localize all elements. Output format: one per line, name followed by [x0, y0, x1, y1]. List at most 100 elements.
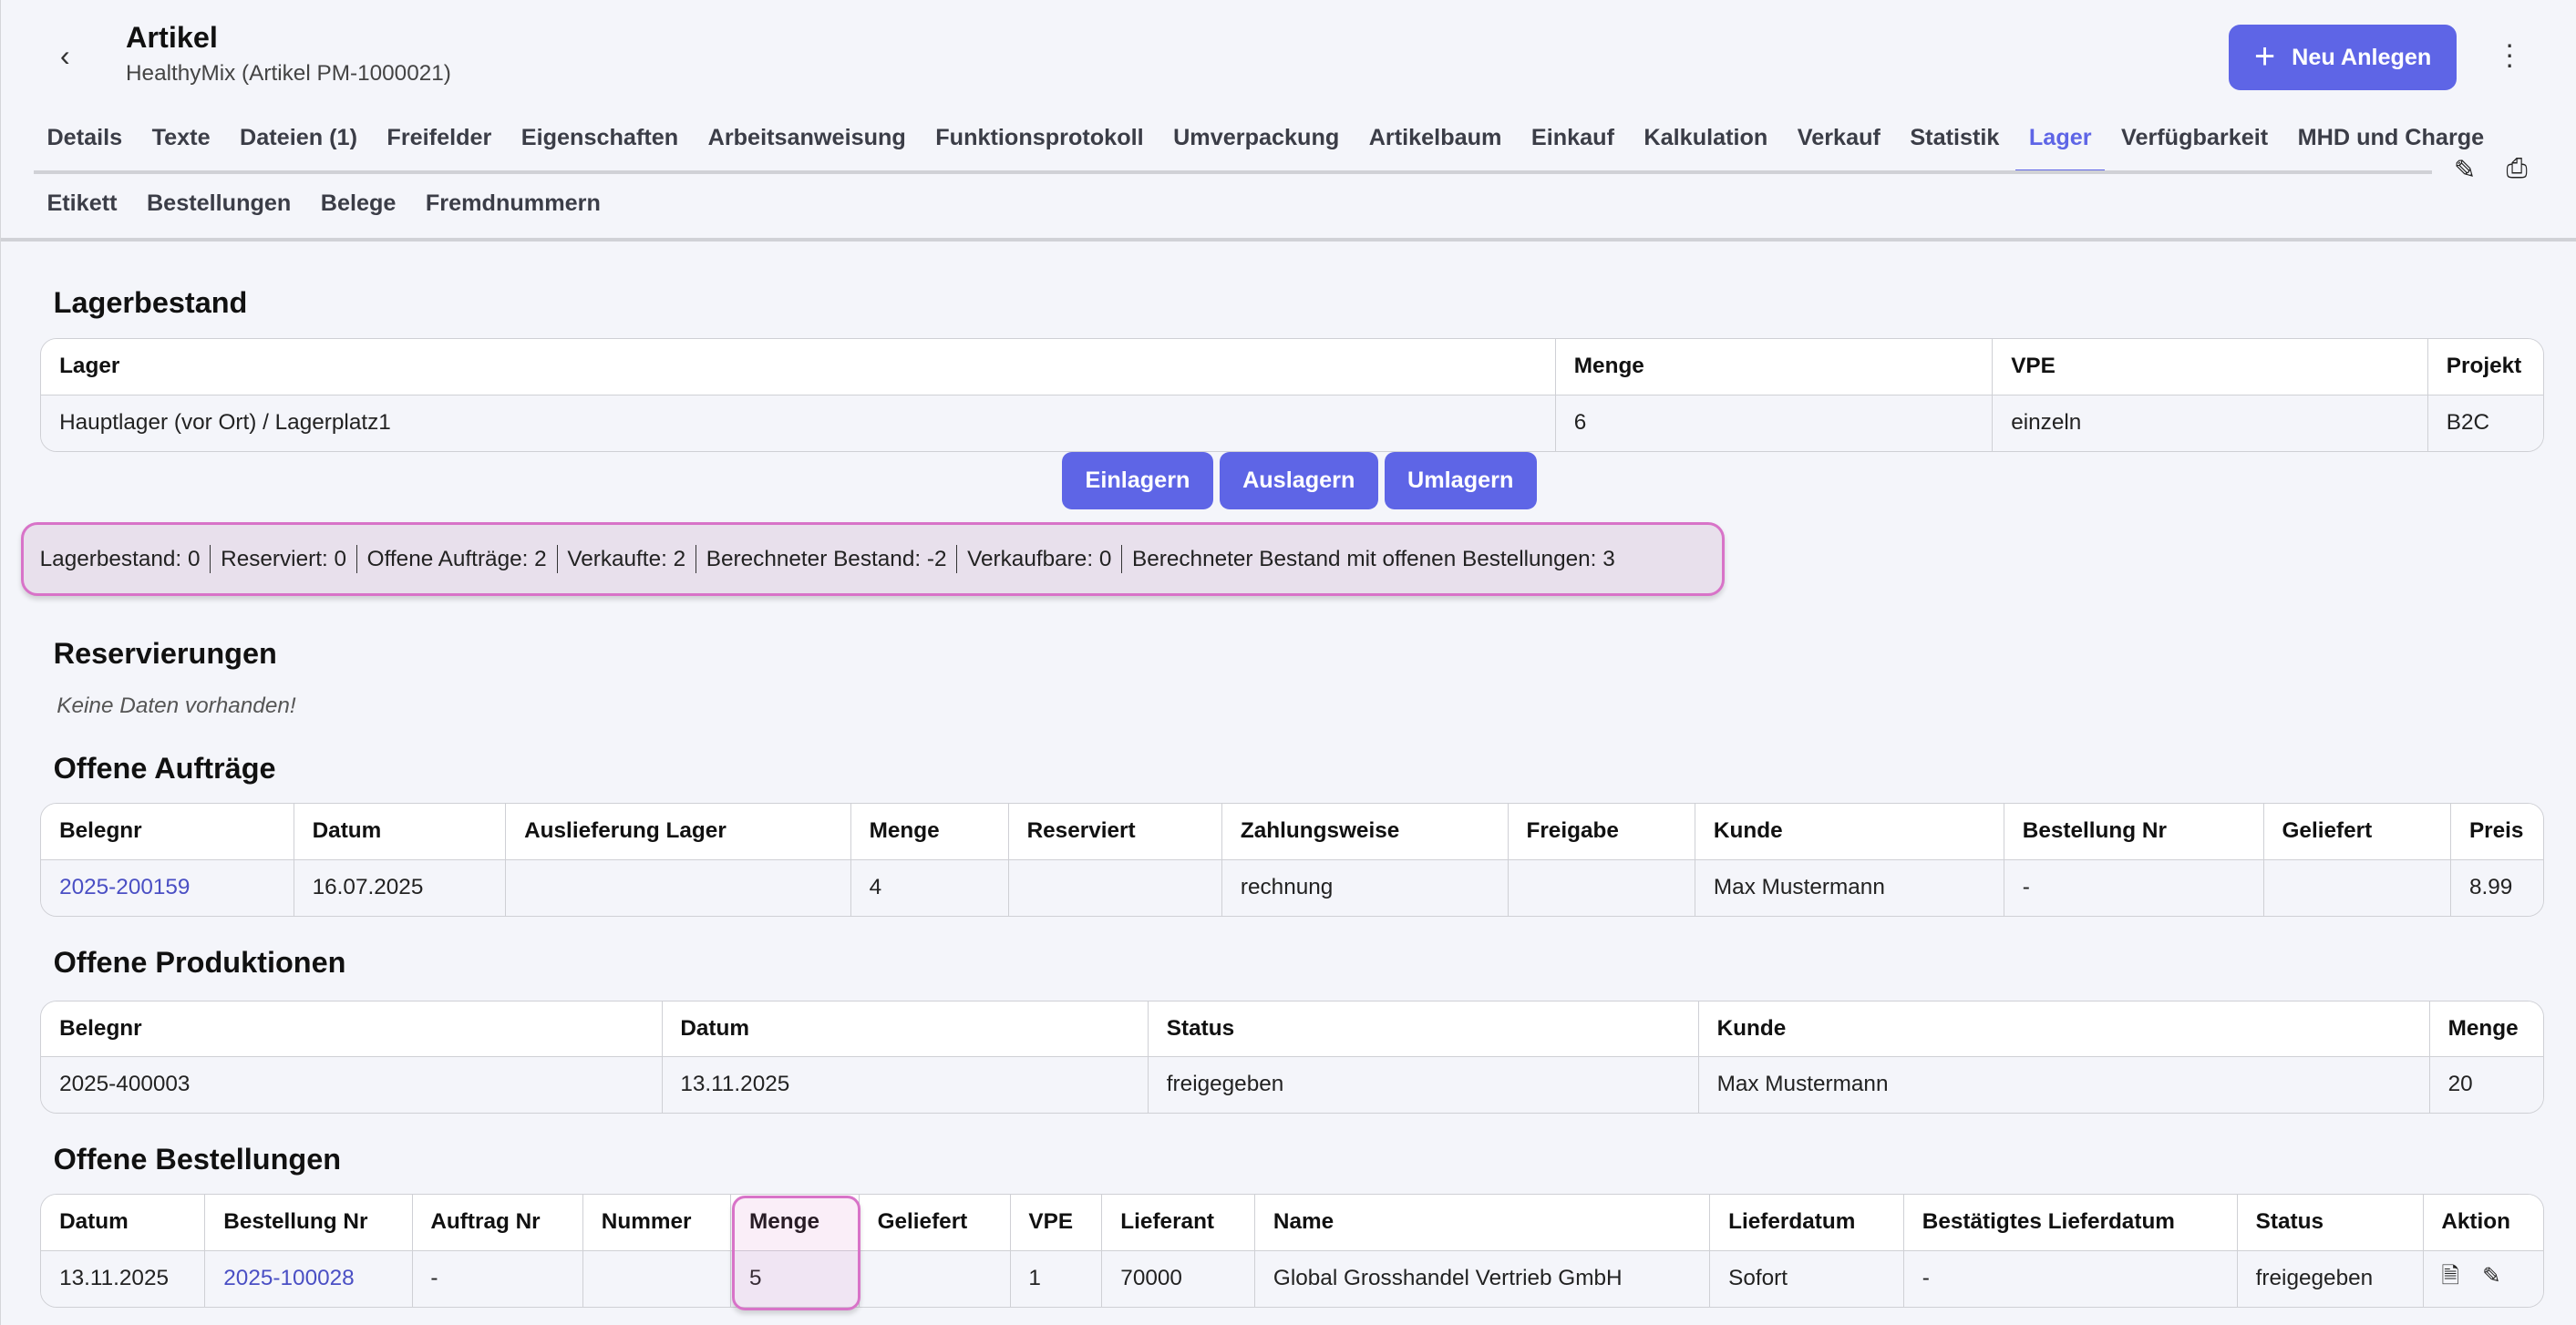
column-header[interactable]: VPE — [1010, 1195, 1103, 1251]
tab-belege[interactable]: Belege — [320, 190, 397, 217]
tab-etikett[interactable]: Etikett — [46, 190, 118, 217]
column-header[interactable]: Geliefert — [859, 1195, 1011, 1251]
pdf-icon[interactable]: 🗎 — [2441, 1263, 2459, 1289]
divider — [1, 238, 2576, 241]
column-header[interactable]: VPE — [1993, 339, 2428, 395]
tab-funktionsprotokoll[interactable]: Funktionsprotokoll — [935, 124, 1144, 150]
bestellungen-table: Datum Bestellung Nr Auftrag Nr Nummer Menge G… — [40, 1194, 2545, 1308]
tab-lager[interactable]: Lager — [2015, 124, 2106, 175]
column-header[interactable]: Kunde — [1695, 804, 2004, 860]
section-title-lagerbestand: Lagerbestand — [53, 285, 248, 319]
tab-dateien-1-[interactable]: Dateien (1) — [240, 124, 357, 150]
pencil-icon[interactable]: ✎ — [2453, 156, 2476, 186]
document-link[interactable]: 2025-200159 — [59, 875, 191, 900]
table-row: 2025-400003 13.11.2025 freigegeben Max Must… — [41, 1056, 2544, 1114]
summary-item: Berechneter Bestand mit offenen Bestellu… — [1132, 546, 1615, 571]
tab-fremdnummern[interactable]: Fremdnummern — [425, 190, 601, 217]
table-cell: - — [412, 1250, 583, 1307]
table-cell — [859, 1250, 1011, 1307]
tab-umverpackung[interactable]: Umverpackung — [1173, 124, 1340, 150]
table-cell: 70000 — [1102, 1250, 1256, 1307]
table-cell — [2263, 859, 2452, 916]
divider — [34, 170, 2433, 175]
table-cell: 13.11.2025 — [662, 1056, 1149, 1114]
tab-bestellungen[interactable]: Bestellungen — [146, 190, 292, 217]
column-header[interactable]: Lieferdatum — [1710, 1195, 1904, 1251]
printer-icon[interactable]: ⎙ — [2506, 154, 2528, 184]
column-header[interactable]: Preis — [2451, 804, 2544, 860]
summary-item: Verkaufte: 2 — [567, 546, 686, 571]
tab-artikelbaum[interactable]: Artikelbaum — [1368, 124, 1502, 150]
document-link[interactable]: 2025-100028 — [223, 1266, 355, 1291]
column-header[interactable]: Aktion — [2423, 1195, 2544, 1251]
tab-einkauf[interactable]: Einkauf — [1530, 124, 1614, 150]
column-header[interactable]: Kunde — [1698, 1001, 2430, 1057]
empty-message: Keine Daten vorhanden! — [57, 693, 296, 718]
column-header[interactable]: Geliefert — [2263, 804, 2452, 860]
tab-eigenschaften[interactable]: Eigenschaften — [520, 124, 679, 150]
column-header[interactable]: Name — [1255, 1195, 1711, 1251]
tab-verkauf[interactable]: Verkauf — [1797, 124, 1880, 150]
more-options-icon[interactable]: · · · — [2504, 27, 2515, 80]
column-header[interactable]: Auslieferung Lager — [506, 804, 851, 860]
tab-kalkulation[interactable]: Kalkulation — [1643, 124, 1768, 150]
column-header[interactable]: Lieferant — [1102, 1195, 1256, 1251]
table-cell: Hauptlager (vor Ort) / Lagerplatz1 — [41, 395, 1556, 451]
column-header[interactable]: Nummer — [582, 1195, 732, 1251]
auslagern-button[interactable]: Auslagern — [1219, 451, 1378, 509]
tab-texte[interactable]: Texte — [151, 124, 211, 150]
tab-details[interactable]: Details — [46, 124, 123, 150]
stock-summary: Lagerbestand: 0 Reserviert: 0 Offene Auftr… — [20, 522, 1725, 597]
table-cell — [506, 859, 851, 916]
table-cell: 13.11.2025 — [41, 1250, 206, 1307]
column-header[interactable]: Projekt — [2427, 339, 2544, 395]
column-header[interactable]: Freigabe — [1508, 804, 1696, 860]
column-header[interactable]: Belegnr — [41, 804, 294, 860]
umlagern-button[interactable]: Umlagern — [1384, 451, 1537, 509]
tab-statistik[interactable]: Statistik — [1910, 124, 2000, 150]
column-header[interactable]: Bestätigtes Lieferdatum — [1903, 1195, 2238, 1251]
column-header[interactable]: Menge — [1555, 339, 1994, 395]
pencil-icon[interactable]: ✎ — [2482, 1263, 2501, 1289]
column-header[interactable]: Datum — [41, 1195, 206, 1251]
tab-arbeitsanweisung[interactable]: Arbeitsanweisung — [707, 124, 906, 150]
table-cell: Max Mustermann — [1698, 1056, 2430, 1114]
header-row: Lager Menge VPE Projekt — [41, 339, 2544, 395]
table-cell: 🗎 ✎ — [2423, 1250, 2544, 1307]
column-header[interactable]: Bestellung Nr — [2004, 804, 2264, 860]
table-row: 13.11.2025 2025-100028 - 5 1 70000 Global Gros… — [41, 1250, 2544, 1307]
table-cell: 6 — [1555, 395, 1994, 451]
table-row: Hauptlager (vor Ort) / Lagerplatz1 6 einze… — [41, 395, 2544, 451]
tab-verf-gbarkeit[interactable]: Verfügbarkeit — [2121, 124, 2269, 150]
new-button[interactable]: + Neu Anlegen — [2228, 25, 2458, 91]
column-header[interactable]: Auftrag Nr — [412, 1195, 583, 1251]
column-header[interactable]: Zahlungsweise — [1222, 804, 1509, 860]
table-cell: 4 — [850, 859, 1009, 916]
table-cell — [1508, 859, 1696, 916]
page-title: Artikel — [125, 21, 218, 55]
separator — [556, 545, 558, 573]
summary-item: Reserviert: 0 — [221, 546, 347, 571]
column-header[interactable]: Status — [2237, 1195, 2424, 1251]
table-cell: 1 — [1010, 1250, 1103, 1307]
column-header[interactable]: Belegnr — [41, 1001, 663, 1057]
column-header[interactable]: Datum — [662, 1001, 1149, 1057]
table-cell: rechnung — [1222, 859, 1509, 916]
table-cell: 2025-200159 — [41, 859, 294, 916]
column-header[interactable]: Datum — [294, 804, 507, 860]
column-header[interactable]: Reserviert — [1008, 804, 1223, 860]
table-cell: freigegeben — [1148, 1056, 1699, 1114]
back-button[interactable]: ‹ — [59, 39, 70, 73]
column-header[interactable]: Bestellung Nr — [205, 1195, 413, 1251]
tab-mhd-und-charge[interactable]: MHD und Charge — [2297, 124, 2485, 150]
column-header[interactable]: Menge — [850, 804, 1009, 860]
table-cell: Max Mustermann — [1695, 859, 2004, 916]
separator — [956, 545, 957, 573]
column-header[interactable]: Menge — [731, 1195, 860, 1251]
column-header[interactable]: Lager — [41, 339, 1556, 395]
column-header[interactable]: Menge — [2429, 1001, 2544, 1057]
einlagern-button[interactable]: Einlagern — [1062, 451, 1213, 509]
tab-freifelder[interactable]: Freifelder — [386, 124, 492, 150]
column-header[interactable]: Status — [1148, 1001, 1699, 1057]
tab-bar: Details Texte Dateien (1) Freifelder Eigensc… — [46, 124, 2485, 175]
